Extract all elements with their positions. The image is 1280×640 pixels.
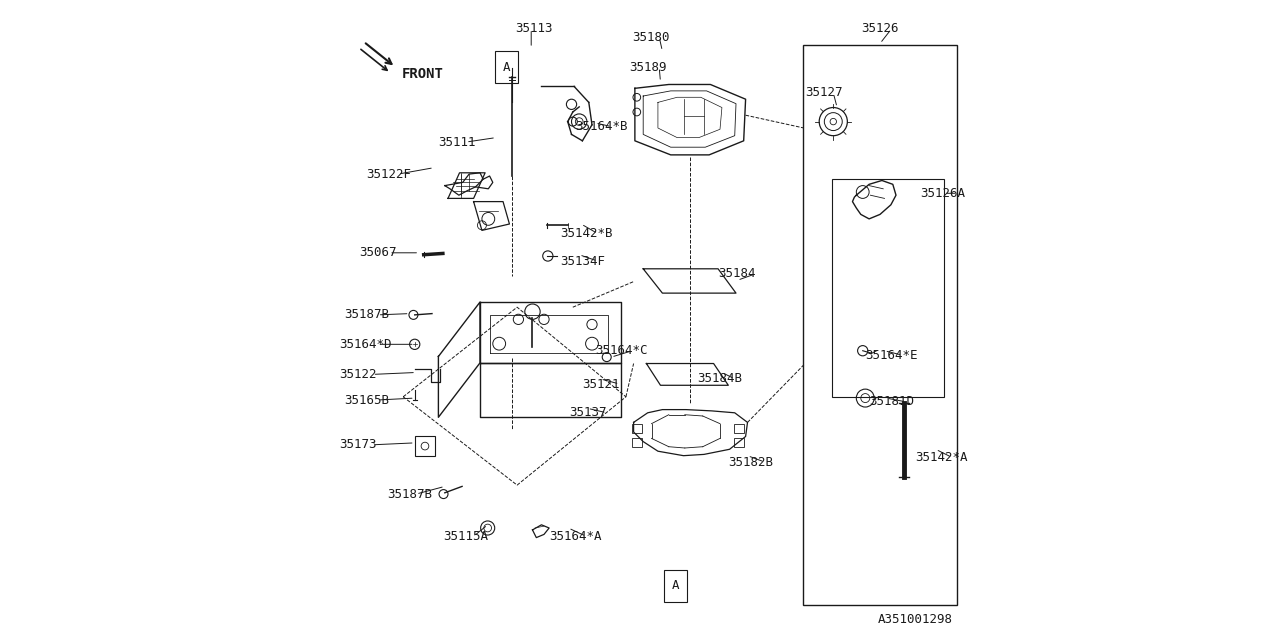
Text: 35142*B: 35142*B: [561, 227, 613, 240]
Text: 35164*A: 35164*A: [549, 530, 602, 543]
Bar: [632, 438, 643, 447]
Text: 35134F: 35134F: [561, 255, 605, 268]
Text: 35173: 35173: [339, 438, 376, 451]
Text: FRONT: FRONT: [402, 67, 444, 81]
Text: 35113: 35113: [516, 22, 553, 35]
Text: 35121: 35121: [582, 378, 620, 390]
Text: 35164*C: 35164*C: [595, 344, 648, 357]
Text: 35142*A: 35142*A: [915, 451, 968, 464]
Bar: [735, 424, 745, 433]
Text: 35187B: 35187B: [387, 488, 433, 500]
Text: 35164*E: 35164*E: [865, 349, 918, 362]
Text: A: A: [672, 579, 678, 592]
Text: 35122: 35122: [339, 368, 376, 381]
Bar: [832, 179, 945, 397]
Text: 35187B: 35187B: [344, 308, 389, 321]
Text: 35189: 35189: [630, 61, 667, 74]
Text: 35067: 35067: [360, 246, 397, 259]
Bar: [415, 436, 435, 456]
Text: 35184: 35184: [718, 268, 755, 280]
Text: 35181D: 35181D: [869, 396, 914, 408]
Text: 35127: 35127: [805, 86, 842, 99]
Bar: [495, 51, 518, 83]
Text: 35115A: 35115A: [443, 530, 488, 543]
Bar: [735, 438, 745, 447]
Text: 35137: 35137: [570, 406, 607, 419]
Text: 35126: 35126: [860, 22, 899, 35]
Text: 35122F: 35122F: [366, 168, 411, 180]
Text: 35111: 35111: [438, 136, 476, 148]
Text: 35184B: 35184B: [698, 372, 742, 385]
Bar: [804, 45, 957, 605]
Bar: [632, 424, 643, 433]
Bar: [664, 570, 687, 602]
Text: A351001298: A351001298: [877, 613, 952, 626]
Text: 35164*B: 35164*B: [575, 120, 627, 133]
Text: 35182B: 35182B: [728, 456, 773, 468]
Text: 35165B: 35165B: [344, 394, 389, 406]
Text: A: A: [503, 61, 511, 74]
Text: 35126A: 35126A: [920, 187, 965, 200]
Text: 35164*D: 35164*D: [339, 338, 392, 351]
Text: 35180: 35180: [632, 31, 669, 44]
